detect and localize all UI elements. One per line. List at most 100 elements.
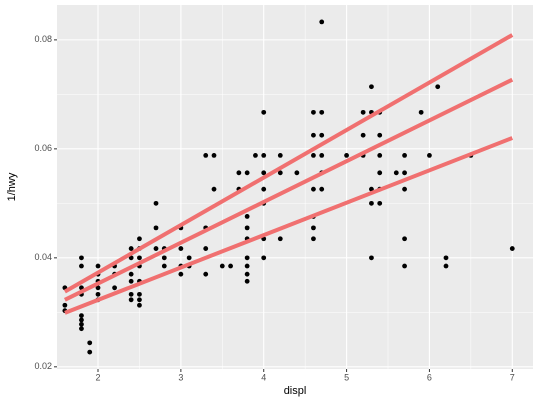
point [178,271,184,277]
point [427,152,432,158]
point [253,152,258,158]
point [128,255,134,261]
point [228,263,233,269]
point [153,246,159,251]
point [153,200,159,206]
point [244,170,250,176]
point [87,340,93,346]
point [311,236,316,242]
point [79,317,84,323]
point [128,291,134,297]
point [244,278,250,284]
point [261,152,267,158]
point [95,285,101,291]
point [95,263,101,269]
y-tick-label: 0.02 [34,361,52,371]
point [377,170,383,176]
point [244,271,250,277]
point [402,236,407,242]
point [128,271,134,277]
point [79,313,84,318]
point [319,109,325,115]
point [161,263,167,269]
point [311,152,316,158]
point [79,263,84,269]
point [402,186,407,192]
point [236,170,242,176]
point [211,186,217,192]
point [377,200,383,206]
point [79,321,84,327]
x-tick-label: 6 [427,372,432,382]
point [244,255,250,261]
point [369,200,374,206]
point [311,109,316,115]
point [311,225,316,231]
point [402,152,407,158]
point [244,214,250,219]
point [128,246,134,251]
fit-line [63,77,514,302]
point [178,246,184,251]
point [277,236,283,242]
point [261,109,267,115]
y-axis-title: 1/hwy [6,172,18,201]
x-tick-label: 2 [96,372,101,382]
point [137,291,142,297]
point [443,255,449,261]
point [369,84,374,90]
point [344,152,349,158]
y-tick-label: 0.04 [34,252,52,262]
point [261,255,267,261]
point [261,170,267,176]
point [137,297,142,303]
point [244,263,250,269]
point [128,297,134,303]
point [261,186,267,192]
point [244,225,250,231]
point [377,132,383,138]
x-tick-label: 4 [261,372,266,382]
point [79,255,84,261]
point [311,186,316,192]
point [79,326,84,332]
point [112,285,117,291]
point [443,263,449,269]
point [277,152,283,158]
point [186,255,192,261]
fit-line [64,136,514,315]
point [402,170,407,176]
point [95,291,101,297]
point [319,19,325,25]
point [137,302,142,308]
point [360,109,366,115]
point [153,225,159,231]
y-tick-label: 0.08 [34,34,52,44]
y-tick-label: 0.06 [34,143,52,153]
point [203,271,209,277]
point [319,186,325,192]
x-axis-title: displ [284,385,307,397]
point [219,263,225,269]
point [360,132,366,138]
x-tick-label: 5 [344,372,349,382]
point [369,255,374,261]
fit-line [63,33,514,294]
point [211,152,217,158]
x-tick-label: 3 [178,372,183,382]
point [393,170,399,176]
point [294,170,300,176]
point [277,170,283,176]
point [311,132,316,138]
point [161,255,167,261]
point [509,246,515,251]
x-tick-label: 7 [510,372,515,382]
point [128,278,134,284]
point [377,152,383,158]
point [435,84,441,90]
point [319,152,325,158]
point [62,302,68,308]
point [402,263,407,269]
